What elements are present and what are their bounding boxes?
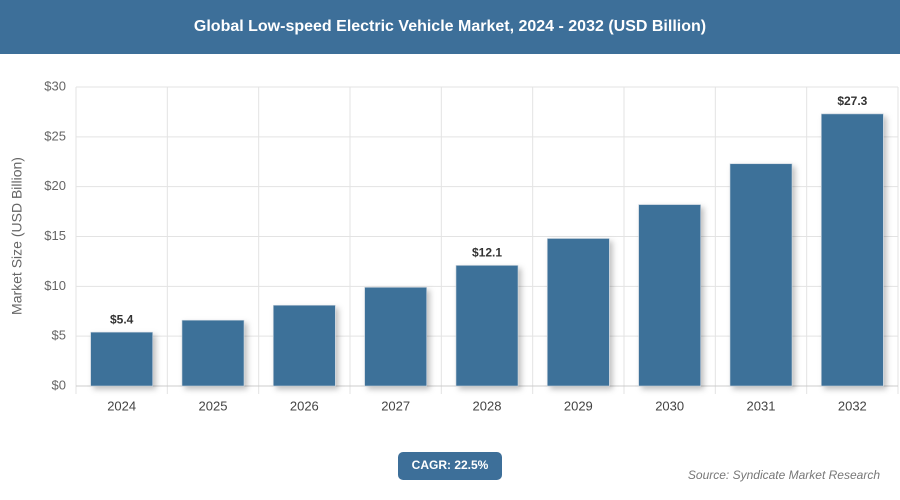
source-note: Source: Syndicate Market Research [688,468,880,482]
bar [821,113,884,387]
x-tick-label: 2024 [107,398,136,413]
x-tick-label: 2027 [381,398,410,413]
bar [90,331,153,387]
x-tick-label: 2028 [473,398,502,413]
y-axis-label: Market Size (USD Billion) [9,157,25,315]
cagr-badge [398,452,502,480]
title-bar [0,0,900,54]
y-tick-label: $5 [52,328,66,343]
bar [181,319,245,387]
chart-title: Global Low-speed Electric Vehicle Market… [194,18,706,35]
y-tick-label: $25 [44,128,66,143]
data-label: $12.1 [472,246,502,260]
x-tick-label: 2032 [838,398,867,413]
data-label: $27.3 [837,94,867,108]
y-tick-label: $0 [52,377,66,392]
x-tick-label: 2029 [564,398,593,413]
y-tick-label: $15 [44,228,66,243]
x-tick-label: 2031 [747,398,776,413]
x-tick-label: 2026 [290,398,319,413]
x-tick-label: 2030 [655,398,684,413]
bar [638,204,701,387]
bar [455,265,519,387]
data-label: $5.4 [110,312,134,326]
bar [364,287,427,387]
y-tick-label: $20 [44,178,66,193]
y-tick-label: $10 [44,278,66,293]
cagr-label: CAGR: 22.5% [412,458,489,472]
bar [273,304,336,387]
bar [547,238,610,387]
y-tick-label: $30 [44,78,66,93]
bar [729,163,793,387]
x-tick-label: 2025 [199,398,228,413]
